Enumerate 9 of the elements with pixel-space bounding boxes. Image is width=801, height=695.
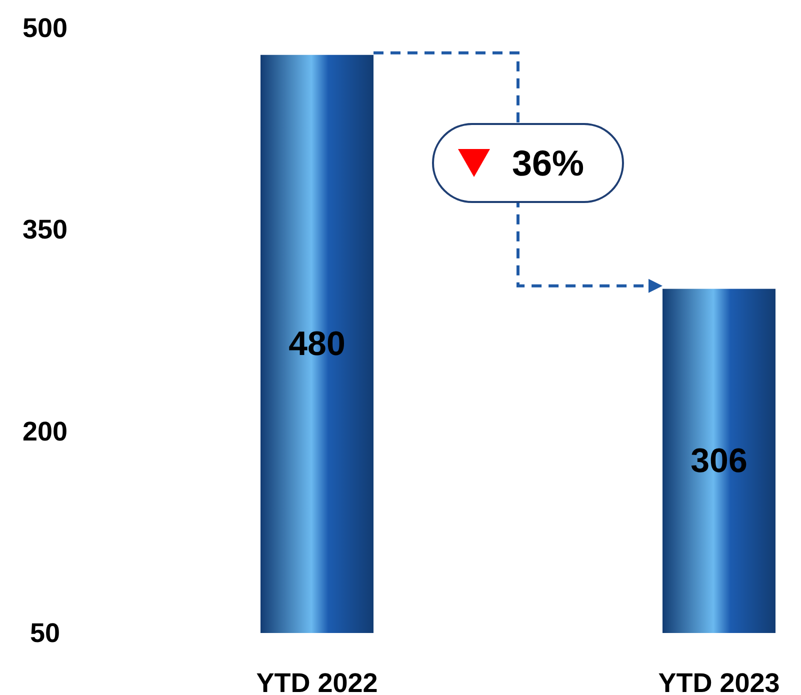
data-label: 480 (288, 324, 346, 363)
y-tick-label: 500 (22, 13, 68, 43)
y-tick-label: 50 (30, 618, 60, 648)
x-tick-label: YTD 2023 (658, 668, 780, 695)
y-tick-label: 200 (22, 416, 68, 446)
x-tick-label: YTD 2022 (256, 668, 378, 695)
annotation: 36% (512, 142, 584, 184)
data-label: 306 (690, 442, 748, 480)
y-tick-label: 350 (22, 214, 68, 245)
